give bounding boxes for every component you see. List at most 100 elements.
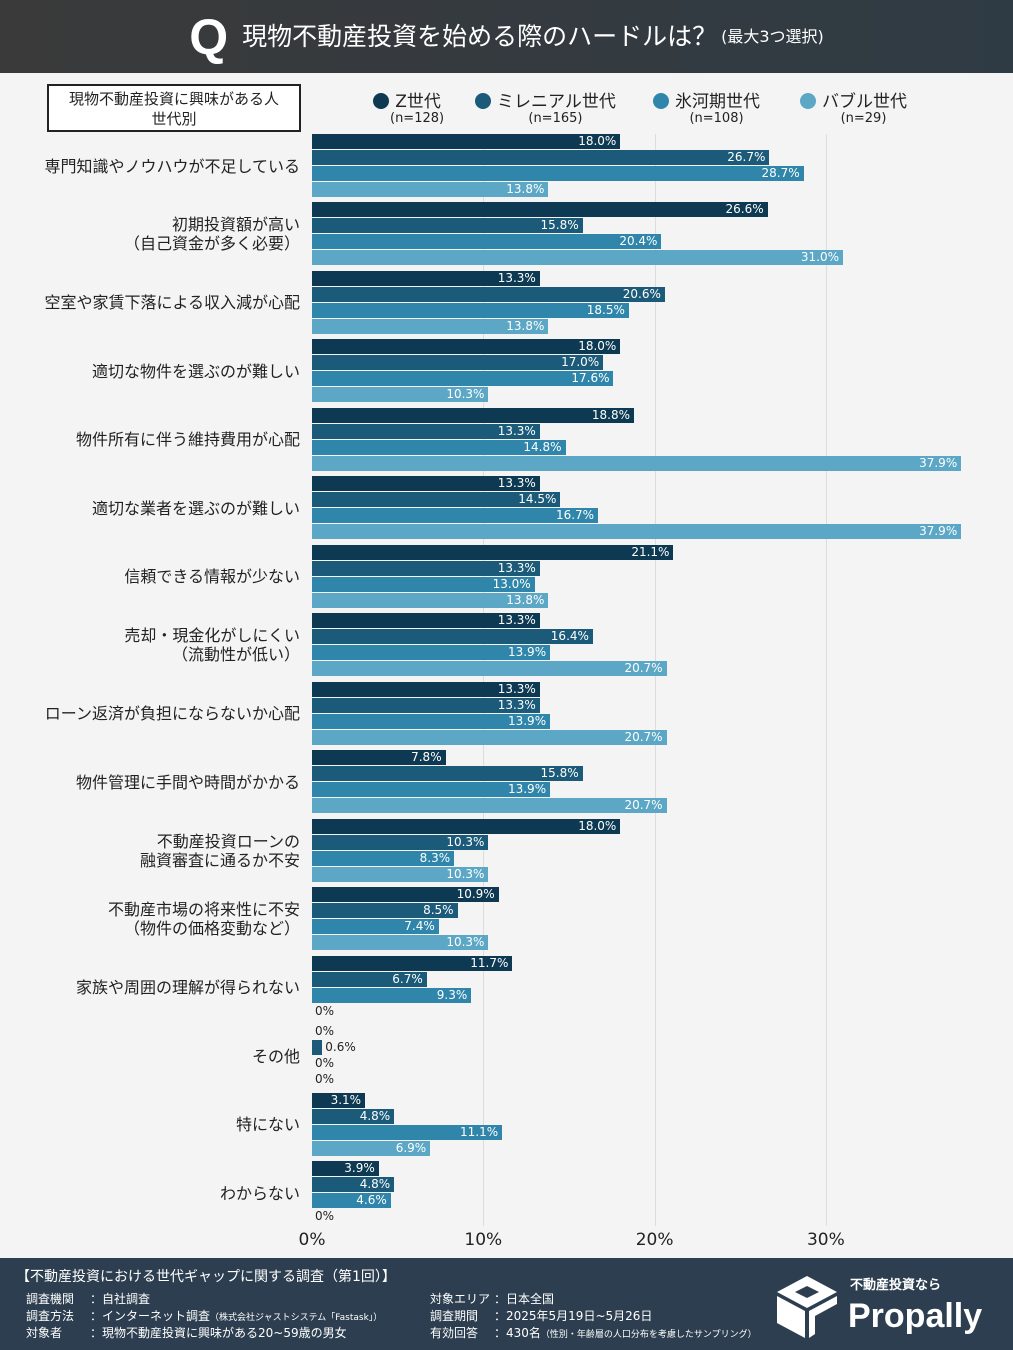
bar	[312, 592, 549, 608]
info-key: 対象エリア	[430, 1292, 491, 1306]
data-label: 0%	[315, 1056, 335, 1071]
data-label: 13.3%	[497, 560, 536, 575]
bar	[312, 750, 446, 766]
bar	[312, 166, 804, 181]
survey-title: 【不動産投資における世代ギャップに関する調査（第1回）】	[16, 1269, 396, 1285]
data-label: 18.0%	[578, 339, 617, 354]
category-label: 物件管理に手間や時間がかかる	[75, 772, 300, 792]
data-label: 13.3%	[497, 697, 536, 712]
data-label: 21.1%	[631, 544, 670, 559]
bar	[312, 1177, 395, 1193]
data-label: 18.5%	[586, 302, 625, 317]
bar	[312, 508, 599, 524]
data-label: 28.7%	[761, 166, 800, 180]
gridline	[654, 134, 656, 1226]
bar	[312, 887, 499, 903]
bar	[312, 850, 455, 866]
bar	[312, 697, 540, 713]
bar	[312, 955, 513, 971]
data-label: 20.7%	[624, 798, 663, 813]
category-label: 不動産市場の将来性に不安 （物件の価格変動など）	[107, 900, 300, 939]
footer: 【不動産投資における世代ギャップに関する調査（第1回）】 調査機関 ：自社調査 調査…	[0, 1258, 1013, 1350]
x-tick-label: 0%	[298, 1230, 326, 1250]
category-label: その他	[251, 1046, 300, 1066]
data-label: 26.6%	[725, 202, 764, 217]
legend-label: 氷河期世代	[675, 92, 760, 112]
legend-item: Z世代 (n=128)	[370, 92, 444, 125]
info-value: ：自社調査	[90, 1292, 151, 1306]
gridline	[825, 134, 827, 1226]
category-label: 不動産投資ローンの 融資審査に通るか不安	[139, 831, 300, 870]
bar	[312, 1108, 395, 1124]
x-tick-label: 10%	[464, 1230, 503, 1250]
data-label: 26.7%	[727, 150, 766, 164]
info-note: （株式会社ジャストシステム「Fastask」）	[210, 1313, 383, 1323]
bar	[312, 202, 768, 218]
data-label: 17.6%	[571, 371, 610, 386]
data-label: 4.8%	[359, 1177, 391, 1192]
category-label: 信頼できる情報が少ない	[124, 567, 300, 587]
logo-name: Propally	[848, 1297, 983, 1335]
bar	[312, 1161, 379, 1177]
info-value: ：2025年5月19日~5月26日	[494, 1309, 653, 1323]
data-label: 13.8%	[506, 592, 545, 607]
bar	[312, 371, 614, 387]
category-label: 初期投資額が高い （自己資金が多く必要）	[123, 215, 300, 254]
bar	[312, 919, 439, 935]
data-label: 20.4%	[619, 234, 658, 249]
survey-info-row: 調査機関 ：自社調査	[26, 1292, 150, 1307]
bar	[312, 1140, 431, 1156]
category-label: 空室や家賃下落による収入減が心配	[44, 293, 300, 313]
data-label: 4.6%	[356, 1193, 387, 1208]
bar	[312, 218, 583, 234]
data-label: 3.1%	[330, 1092, 362, 1107]
category-label: 専門知識やノウハウが不足している	[44, 156, 300, 176]
legend-dot-icon	[800, 93, 816, 109]
survey-info-row: 調査期間 ：2025年5月19日~5月26日	[430, 1309, 652, 1324]
bar	[312, 134, 621, 149]
data-label: 0%	[315, 1003, 335, 1018]
data-label: 20.7%	[624, 729, 663, 744]
legend-item: ミレニアル世代 (n=165)	[475, 92, 616, 125]
data-label: 13.8%	[506, 318, 545, 333]
bar	[312, 834, 489, 850]
gridline	[483, 134, 485, 1226]
bar	[312, 645, 551, 661]
bar	[312, 407, 635, 423]
bar	[312, 387, 489, 403]
bar	[312, 729, 667, 745]
bar	[312, 339, 621, 355]
x-tick-label: 20%	[635, 1230, 674, 1250]
legend-dot-icon	[653, 93, 669, 109]
bar	[312, 286, 665, 302]
bar	[312, 798, 667, 814]
data-label: 13.3%	[497, 270, 536, 285]
bar	[312, 234, 662, 250]
data-label: 37.9%	[919, 455, 958, 470]
bar	[312, 455, 962, 471]
bar	[312, 987, 472, 1003]
data-label: 7.4%	[404, 919, 435, 934]
bar	[312, 1040, 323, 1056]
bar	[312, 782, 551, 798]
data-label: 13.0%	[492, 576, 531, 591]
q-mark: Q	[189, 8, 229, 65]
data-label: 17.0%	[561, 355, 600, 370]
category-label: 物件所有に伴う維持費用が心配	[75, 430, 300, 450]
data-label: 20.6%	[622, 286, 661, 301]
data-label: 10.3%	[446, 866, 485, 881]
segment-line1: 現物不動産投資に興味がある人	[68, 90, 279, 108]
data-label: 10.3%	[446, 834, 485, 849]
info-value: ：現物不動産投資に興味がある20~59歳の男女	[90, 1326, 347, 1340]
category-label: 家族や周囲の理解が得られない	[75, 978, 300, 998]
data-label: 31.0%	[800, 250, 840, 265]
data-label: 0%	[315, 1209, 335, 1224]
legend-n: (n=128)	[390, 111, 445, 126]
info-value: ：日本全国	[494, 1292, 555, 1306]
bar	[312, 150, 770, 165]
data-label: 15.8%	[540, 218, 579, 233]
bar	[312, 681, 540, 697]
bar	[312, 766, 583, 782]
info-key: 調査方法	[26, 1309, 75, 1323]
data-label: 0%	[315, 1024, 335, 1039]
